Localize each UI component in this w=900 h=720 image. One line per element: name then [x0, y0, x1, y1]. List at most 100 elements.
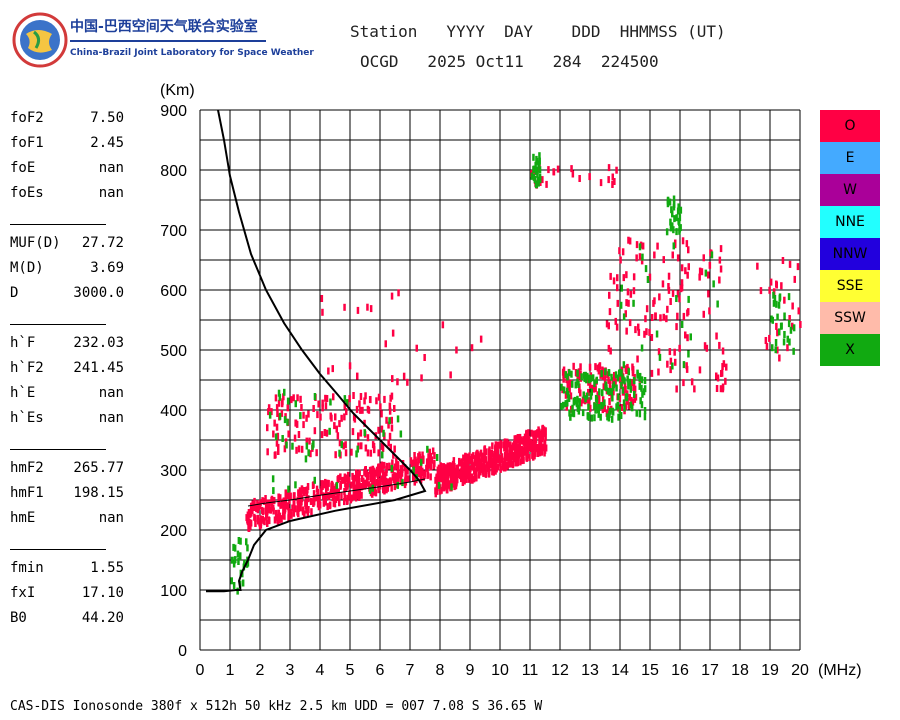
echo-mark-o	[482, 469, 485, 477]
echo-mark-o	[385, 486, 388, 494]
echo-mark-x	[778, 293, 782, 301]
echo-mark-o	[592, 385, 596, 393]
echo-mark-o	[641, 242, 645, 250]
param-name: foEs	[10, 185, 44, 201]
echo-mark-o	[433, 452, 436, 460]
echo-mark-x	[571, 404, 574, 412]
echo-mark-o	[312, 500, 315, 507]
x-tick-label: 16	[671, 662, 689, 679]
echo-mark-o	[364, 392, 367, 400]
x-tick-label: 18	[731, 662, 749, 679]
echo-mark-o	[350, 481, 353, 489]
echo-mark-x	[772, 291, 775, 299]
echo-mark-x	[578, 402, 581, 410]
echo-mark-o	[360, 442, 363, 450]
echo-mark-o	[375, 466, 379, 474]
echo-mark-x	[571, 409, 574, 417]
echo-mark-x	[606, 413, 609, 421]
echo-mark-o	[715, 372, 718, 380]
echo-mark-x	[675, 295, 678, 302]
echo-mark-o	[298, 487, 302, 495]
echo-mark-o	[303, 510, 306, 518]
echo-mark-x	[671, 210, 674, 218]
echo-mark-o	[344, 474, 348, 482]
echo-mark-o	[720, 370, 723, 377]
echo-mark-o	[455, 468, 458, 476]
echo-mark-o	[405, 467, 409, 475]
param-row: h`Es nan	[10, 410, 150, 428]
echo-mark-o	[283, 506, 286, 513]
param-row: h`F2 241.45	[10, 360, 150, 378]
echo-mark-o	[524, 448, 528, 455]
param-name: M(D)	[10, 260, 44, 276]
echo-mark-o	[315, 449, 318, 457]
echo-mark-o	[390, 424, 394, 432]
echo-mark-o	[607, 164, 611, 172]
echo-mark-o	[775, 280, 778, 288]
echo-mark-o	[676, 312, 679, 320]
echo-mark-x	[678, 214, 682, 222]
echo-mark-o	[340, 414, 343, 422]
echo-mark-o	[715, 332, 718, 340]
header-values: OCGD 2025 Oct11 284 224500	[360, 52, 659, 71]
echo-mark-o	[410, 460, 414, 467]
echo-mark-o	[305, 414, 308, 422]
echo-mark-o	[342, 442, 345, 450]
echo-mark-o	[618, 247, 621, 255]
echo-mark-o	[590, 384, 594, 392]
echo-mark-o	[352, 479, 355, 487]
echo-mark-o	[332, 393, 335, 401]
echo-mark-o	[630, 396, 633, 404]
echo-mark-o	[429, 463, 433, 471]
echo-mark-o	[348, 476, 351, 484]
echo-mark-o	[388, 407, 392, 415]
echo-mark-o	[455, 474, 459, 482]
echo-mark-o	[707, 290, 710, 298]
echo-mark-o	[341, 476, 344, 484]
echo-mark-o	[324, 394, 327, 402]
echo-mark-o	[377, 449, 380, 457]
echo-mark-o	[404, 470, 407, 478]
echo-mark-x	[396, 415, 400, 423]
echo-mark-o	[312, 405, 315, 412]
echo-mark-o	[628, 393, 631, 401]
echo-mark-o	[601, 406, 605, 414]
echo-mark-o	[453, 467, 456, 475]
echo-mark-x	[640, 344, 644, 352]
x-tick-label: 3	[286, 662, 295, 679]
param-name: h`Es	[10, 410, 44, 426]
y-tick-label: 100	[160, 583, 187, 600]
echo-mark-o	[570, 165, 573, 173]
x-tick-label: 8	[436, 662, 445, 679]
echo-mark-o	[378, 469, 382, 477]
echo-mark-x	[578, 398, 581, 406]
echo-mark-x	[534, 167, 538, 175]
echo-mark-x	[668, 198, 672, 206]
echo-mark-o	[254, 520, 257, 527]
echo-mark-x	[607, 414, 611, 422]
echo-mark-o	[377, 393, 381, 401]
echo-mark-o	[333, 485, 336, 493]
echo-mark-o	[671, 289, 675, 297]
echo-mark-x	[237, 537, 241, 544]
echo-mark-o	[522, 436, 525, 444]
echo-mark-o	[652, 299, 655, 307]
echo-mark-x	[268, 411, 272, 419]
echo-mark-o	[669, 357, 673, 365]
echo-mark-o	[721, 383, 725, 391]
echo-mark-o	[412, 459, 416, 467]
echo-mark-x	[779, 322, 783, 330]
echo-mark-o	[307, 410, 310, 418]
echo-mark-x	[622, 399, 626, 407]
echo-mark-o	[396, 378, 399, 386]
echo-mark-o	[279, 515, 283, 523]
echo-mark-o	[384, 471, 387, 479]
echo-mark-x	[599, 413, 602, 421]
echo-mark-o	[579, 389, 582, 397]
echo-mark-x	[597, 410, 600, 418]
echo-mark-x	[536, 166, 539, 174]
echo-mark-o	[463, 477, 466, 485]
echo-mark-x	[789, 326, 793, 334]
echo-mark-x	[633, 391, 636, 398]
echo-mark-o	[381, 478, 384, 486]
